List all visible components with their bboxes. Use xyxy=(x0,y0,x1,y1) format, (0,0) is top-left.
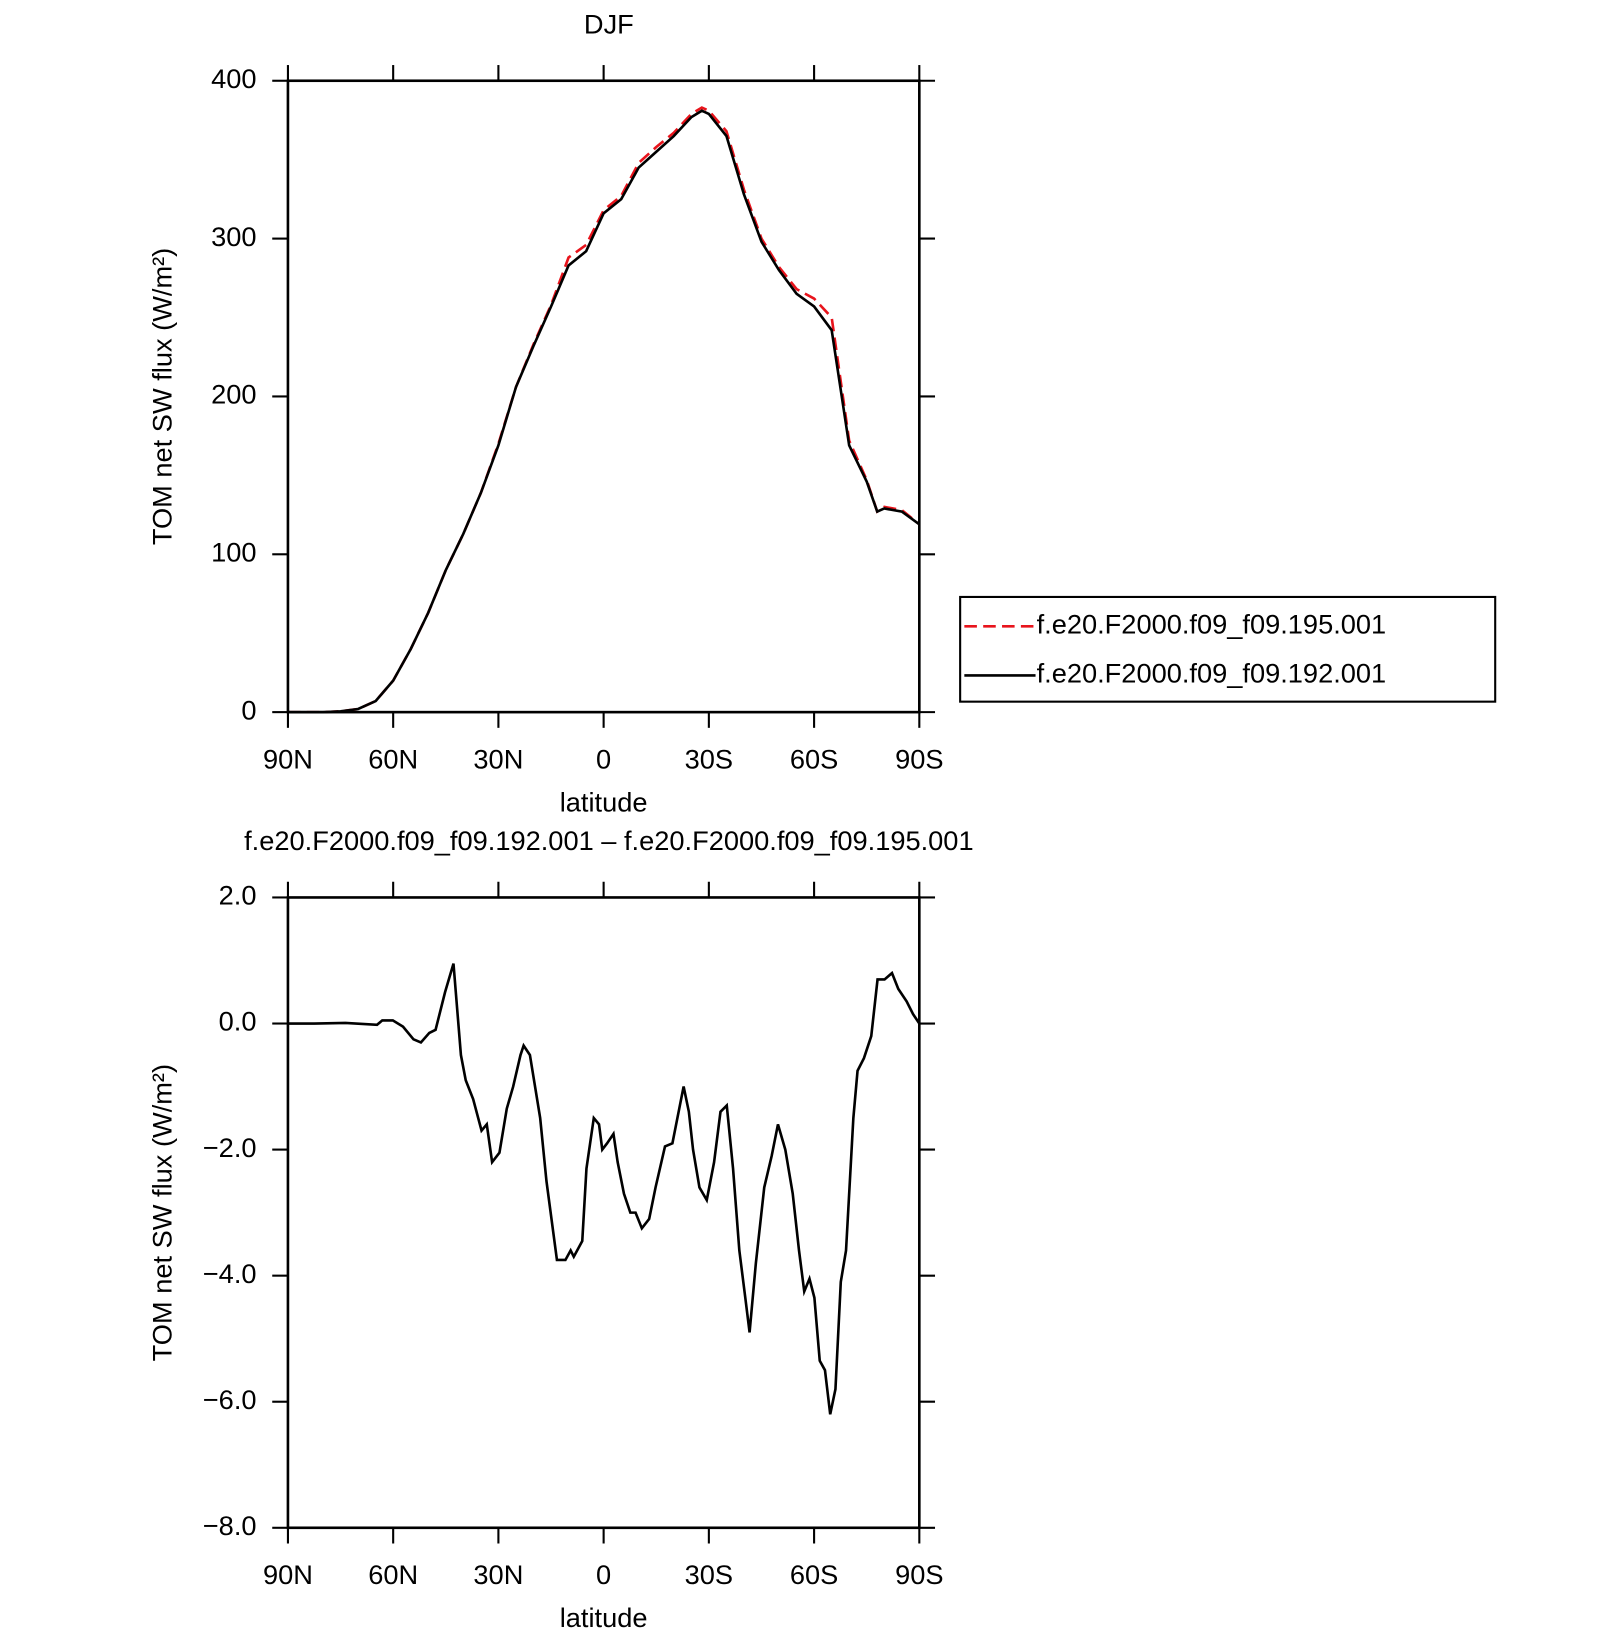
plot-frame xyxy=(286,79,921,714)
chart-title: f.e20.F2000.f09_f09.192.001 – f.e20.F200… xyxy=(244,825,973,856)
x-tick-label: 60N xyxy=(368,1559,418,1590)
y-axis-label: TOM net SW flux (W/m²) xyxy=(147,1064,178,1361)
y-tick-label: 0.0 xyxy=(219,1006,257,1037)
y-axis-label: TOM net SW flux (W/m²) xyxy=(147,248,178,545)
y-tick-label: 200 xyxy=(211,379,256,410)
x-tick-label: 90N xyxy=(263,744,313,775)
x-tick-label: 60S xyxy=(790,1559,838,1590)
y-tick-label: 2.0 xyxy=(219,880,257,911)
y-tick-label: 400 xyxy=(211,63,256,94)
x-tick-label: 90S xyxy=(895,1559,943,1590)
x-tick-label: 60S xyxy=(790,744,838,775)
legend-label: f.e20.F2000.f09_f09.195.001 xyxy=(1037,608,1387,639)
y-tick-label: 0 xyxy=(241,694,256,725)
x-tick-label: 30N xyxy=(473,744,523,775)
data-line xyxy=(287,106,921,714)
y-tick-label: −4.0 xyxy=(203,1258,257,1289)
x-tick-label: 60N xyxy=(368,744,418,775)
x-tick-label: 90S xyxy=(895,744,943,775)
x-tick-label: 30N xyxy=(473,1559,523,1590)
y-tick-label: 300 xyxy=(211,221,256,252)
legend-label: f.e20.F2000.f09_f09.192.001 xyxy=(1037,658,1387,689)
chart-title: DJF xyxy=(584,8,634,39)
y-tick-label: 100 xyxy=(211,536,256,567)
plot-frame xyxy=(286,896,921,1530)
y-tick-label: −2.0 xyxy=(203,1132,257,1163)
data-line xyxy=(287,963,921,1415)
x-axis-label: latitude xyxy=(560,786,648,817)
x-tick-label: 0 xyxy=(596,744,611,775)
data-line xyxy=(287,109,921,714)
x-tick-label: 30S xyxy=(685,1559,733,1590)
x-tick-label: 90N xyxy=(263,1559,313,1590)
x-tick-label: 0 xyxy=(596,1559,611,1590)
y-tick-label: −6.0 xyxy=(203,1384,257,1415)
legend-box xyxy=(959,595,1497,703)
x-tick-label: 30S xyxy=(685,744,733,775)
y-tick-label: −8.0 xyxy=(203,1510,257,1541)
x-axis-label: latitude xyxy=(560,1602,648,1633)
